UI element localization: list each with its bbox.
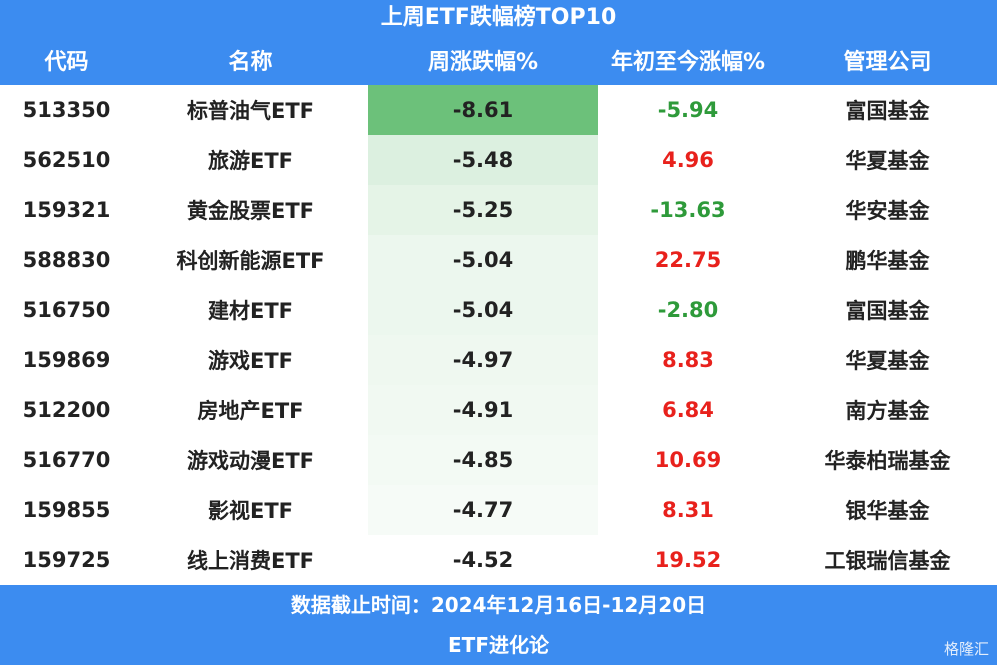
weekly-change: -5.04 — [368, 235, 598, 285]
manager: 鹏华基金 — [845, 249, 930, 273]
weekly-change: -4.52 — [368, 535, 598, 585]
ytd-change: 8.31 — [662, 498, 714, 522]
weekly-change: -4.97 — [368, 335, 598, 385]
manager: 华安基金 — [845, 199, 930, 223]
manager: 华夏基金 — [845, 149, 930, 173]
row: 588830 科创新能源ETF -5.04 22.75 鹏华基金 — [0, 235, 997, 285]
etf-table: 代码 名称 周涨跌幅% 年初至今涨幅% 管理公司 513350 标普油气ETF -8.61-… — [0, 35, 997, 585]
name: 游戏动漫ETF — [186, 449, 314, 473]
watermark: 格隆汇 — [943, 640, 989, 658]
name: 黄金股票ETF — [186, 199, 314, 223]
column-header: 名称 — [133, 35, 368, 85]
row: 159725 线上消费ETF -4.52 19.52 工银瑞信基金 — [0, 535, 997, 585]
row: 159869 游戏ETF -4.97 8.83 华夏基金 — [0, 335, 997, 385]
weekly-change: -4.77 — [368, 485, 598, 535]
code: 159869 — [22, 348, 111, 372]
date-note: 数据截止时间：2024年12月16日-12月20日 — [290, 593, 707, 617]
column-header: 年初至今涨幅% — [598, 35, 778, 85]
row: 512200 房地产ETF -4.91 6.84 南方基金 — [0, 385, 997, 435]
row: 562510 旅游ETF -5.48 4.96 华夏基金 — [0, 135, 997, 185]
row: 516770 游戏动漫ETF -4.85 10.69 华泰柏瑞基金 — [0, 435, 997, 485]
column-header: 代码 — [0, 35, 133, 85]
manager: 银华基金 — [845, 499, 930, 523]
ytd-change: 6.84 — [662, 398, 714, 422]
ytd-change: -5.94 — [657, 98, 719, 122]
manager: 工银瑞信基金 — [824, 549, 951, 573]
name: 房地产ETF — [197, 399, 304, 423]
code: 588830 — [22, 248, 111, 272]
weekly-change: -8.61 — [368, 85, 598, 135]
title: 上周ETF跌幅榜TOP10 — [0, 0, 997, 35]
column-header: 周涨跌幅% — [368, 35, 598, 85]
weekly-change: -4.85 — [368, 435, 598, 485]
name: 线上消费ETF — [186, 549, 314, 573]
name: 影视ETF — [207, 499, 293, 523]
column-header: 管理公司 — [778, 35, 997, 85]
manager: 富国基金 — [845, 99, 930, 123]
weekly-change: -4.91 — [368, 385, 598, 435]
row: 159855 影视ETF -4.77 8.31 银华基金 — [0, 485, 997, 535]
code: 516770 — [22, 448, 111, 472]
manager: 华夏基金 — [845, 349, 930, 373]
code: 159725 — [22, 548, 111, 572]
ytd-change: 4.96 — [662, 148, 714, 172]
weekly-change: -5.04 — [368, 285, 598, 335]
weekly-change: -5.25 — [368, 185, 598, 235]
ytd-change: -2.80 — [657, 298, 719, 322]
manager: 华泰柏瑞基金 — [824, 449, 951, 473]
code: 159321 — [22, 198, 111, 222]
name: 旅游ETF — [207, 149, 293, 173]
code: 516750 — [22, 298, 111, 322]
name: 标普油气ETF — [186, 99, 314, 123]
code: 562510 — [22, 148, 111, 172]
ytd-change: 8.83 — [662, 348, 714, 372]
row: 159321 黄金股票ETF -5.25 -13.63 华安基金 — [0, 185, 997, 235]
name: 科创新能源ETF — [176, 249, 325, 273]
source: ETF进化论 — [448, 633, 549, 657]
ytd-change: 10.69 — [654, 448, 722, 472]
code: 159855 — [22, 498, 111, 522]
manager: 富国基金 — [845, 299, 930, 323]
name: 建材ETF — [207, 299, 293, 323]
ytd-change: 22.75 — [654, 248, 722, 272]
code: 512200 — [22, 398, 111, 422]
row: 516750 建材ETF -5.04 -2.80 富国基金 — [0, 285, 997, 335]
name: 游戏ETF — [207, 349, 293, 373]
footer: 数据截止时间：2024年12月16日-12月20日 ETF进化论 — [0, 585, 997, 665]
weekly-change: -5.48 — [368, 135, 598, 185]
manager: 南方基金 — [845, 399, 930, 423]
row: 513350 标普油气ETF -8.61 -5.94 富国基金 — [0, 85, 997, 135]
ytd-change: 19.52 — [654, 548, 722, 572]
ytd-change: -13.63 — [650, 198, 726, 222]
code: 513350 — [22, 98, 111, 122]
